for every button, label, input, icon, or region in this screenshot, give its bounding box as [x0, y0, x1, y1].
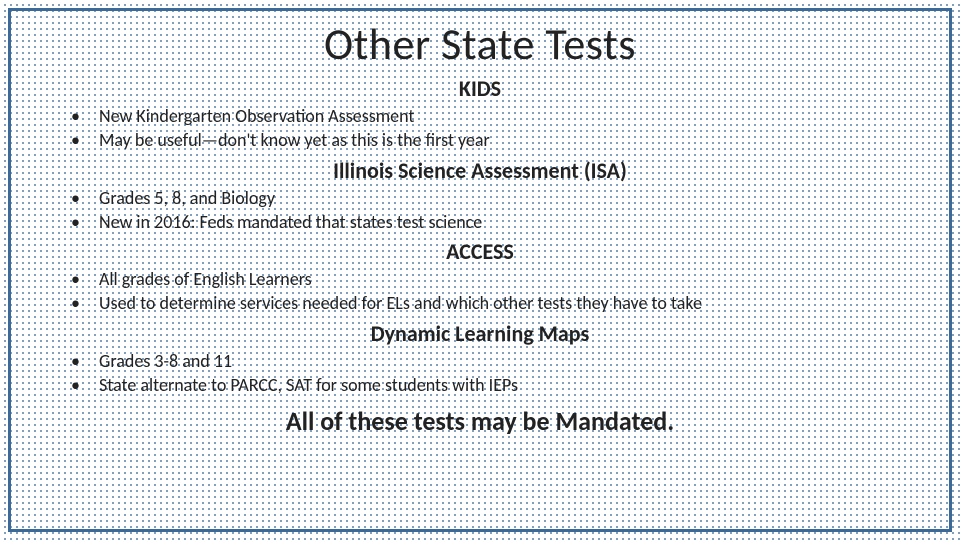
bullet-item: All grades of English Learners [67, 267, 921, 291]
bullet-item: Grades 3-8 and 11 [67, 349, 921, 373]
section-heading-dlm: Dynamic Learning Maps [39, 320, 921, 347]
bullet-item: New in 2016: Feds mandated that states t… [67, 210, 921, 234]
section-heading-access: ACCESS [39, 238, 921, 265]
bullet-list-dlm: Grades 3-8 and 11 State alternate to PAR… [67, 349, 921, 398]
section-heading-isa: Illinois Science Assessment (ISA) [39, 157, 921, 184]
closing-statement: All of these tests may be Mandated. [39, 405, 921, 437]
bullet-list-isa: Grades 5, 8, and Biology New in 2016: Fe… [67, 186, 921, 235]
bullet-item: New Kindergarten Observation Assessment [67, 104, 921, 128]
bullet-item: Used to determine services needed for EL… [67, 291, 921, 315]
section-heading-kids: KIDS [39, 75, 921, 102]
bullet-item: State alternate to PARCC, SAT for some s… [67, 373, 921, 397]
bullet-item: May be useful—don't know yet as this is … [67, 128, 921, 152]
bullet-item: Grades 5, 8, and Biology [67, 186, 921, 210]
slide-title: Other State Tests [39, 17, 921, 71]
bullet-list-kids: New Kindergarten Observation Assessment … [67, 104, 921, 153]
bullet-list-access: All grades of English Learners Used to d… [67, 267, 921, 316]
slide-frame: Other State Tests KIDS New Kindergarten … [8, 8, 952, 532]
